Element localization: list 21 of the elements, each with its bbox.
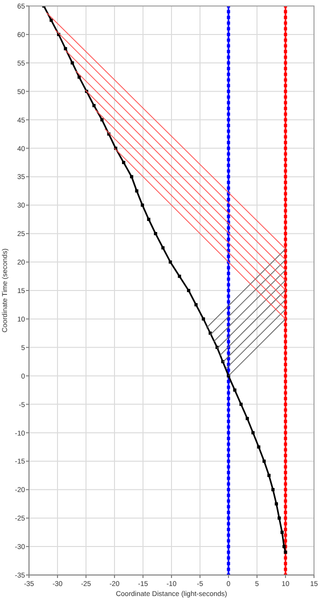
point (140, 204, 144, 207)
point (130, 175, 134, 178)
point (161, 246, 165, 250)
point (50, 18, 53, 22)
point (70, 61, 74, 64)
point (262, 460, 266, 463)
point (78, 76, 81, 79)
point (280, 530, 284, 534)
point (257, 445, 260, 449)
point (246, 416, 249, 420)
point (194, 303, 198, 306)
point (147, 218, 150, 221)
point (178, 274, 182, 278)
point (271, 488, 275, 492)
point (64, 47, 68, 50)
point (239, 402, 243, 406)
point (278, 516, 281, 520)
point (251, 431, 255, 434)
point (100, 118, 104, 122)
point (233, 388, 236, 392)
point (135, 189, 138, 193)
